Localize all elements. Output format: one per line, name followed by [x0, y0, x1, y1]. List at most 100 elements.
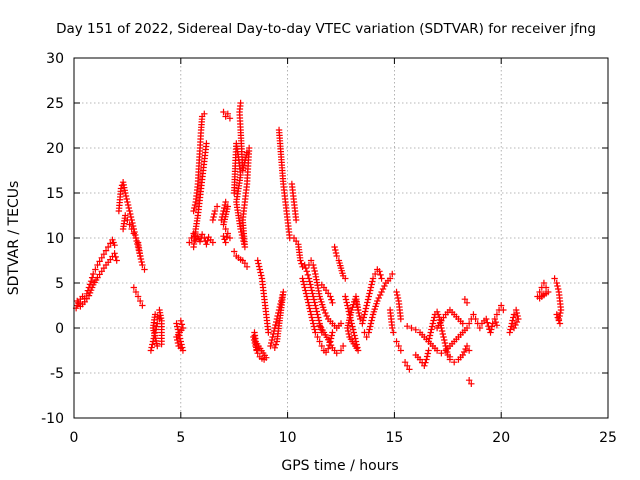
data-points — [72, 99, 565, 387]
data-point — [226, 115, 234, 122]
data-point — [174, 339, 182, 347]
data-point — [441, 339, 449, 347]
data-point — [302, 290, 310, 297]
data-point — [375, 294, 382, 302]
data-point — [178, 341, 185, 348]
data-point — [122, 192, 130, 200]
data-point — [332, 249, 340, 257]
series-arc-7 — [173, 317, 187, 354]
data-point — [132, 234, 140, 242]
data-point — [211, 207, 219, 215]
x-tick-label: 15 — [385, 430, 403, 446]
series-arc-12 — [218, 198, 234, 246]
data-point — [132, 231, 139, 239]
data-point — [124, 198, 131, 206]
data-point — [305, 299, 312, 306]
data-point — [134, 240, 141, 248]
data-point — [320, 306, 328, 314]
data-point — [128, 225, 135, 233]
data-point — [204, 237, 211, 244]
data-point — [307, 284, 315, 291]
data-point — [226, 234, 234, 242]
data-point — [258, 272, 265, 279]
data-point — [463, 342, 471, 350]
data-point — [463, 299, 471, 306]
data-point — [369, 314, 376, 321]
data-point — [440, 333, 447, 341]
data-point — [148, 344, 155, 351]
data-point — [484, 319, 491, 326]
x-tick-label: 10 — [279, 430, 297, 446]
data-point — [551, 275, 558, 282]
data-point — [333, 252, 340, 260]
data-point — [397, 315, 405, 323]
data-point — [329, 329, 336, 336]
data-point — [307, 308, 314, 315]
data-point — [176, 335, 184, 342]
data-point — [500, 306, 507, 314]
data-point — [220, 233, 227, 240]
data-point — [378, 275, 385, 282]
data-point — [350, 329, 358, 336]
data-point — [430, 317, 437, 324]
chart-title: Day 151 of 2022, Sidereal Day-to-day VTE… — [56, 21, 596, 37]
data-point — [186, 239, 193, 246]
data-point — [126, 207, 133, 215]
data-point — [424, 350, 432, 357]
data-point — [255, 260, 262, 267]
data-point — [211, 210, 218, 218]
data-point — [443, 345, 450, 353]
data-point — [312, 302, 319, 309]
data-point — [198, 231, 206, 238]
data-point — [459, 320, 466, 327]
data-point — [395, 342, 402, 350]
data-point — [393, 288, 400, 296]
data-point — [351, 332, 358, 339]
data-point — [557, 306, 565, 314]
data-point — [493, 311, 501, 318]
data-point — [356, 312, 363, 320]
data-point — [137, 255, 145, 263]
grid-lines — [74, 58, 608, 418]
data-point — [515, 315, 522, 323]
data-point — [314, 333, 321, 341]
x-tick-label: 5 — [176, 430, 185, 446]
data-point — [265, 329, 272, 336]
data-point — [554, 314, 562, 321]
data-point — [300, 281, 308, 288]
data-point — [87, 278, 95, 285]
data-point — [412, 326, 419, 333]
data-point — [333, 350, 340, 357]
series-arc-45 — [534, 279, 552, 302]
data-point — [179, 344, 186, 351]
series-arc-23 — [305, 257, 345, 332]
data-point — [111, 242, 118, 249]
data-point — [131, 228, 138, 236]
data-point — [345, 330, 353, 338]
data-point — [337, 320, 345, 327]
y-axis-label: SDTVAR / TECUs — [6, 181, 22, 296]
data-point — [222, 198, 229, 206]
data-point — [428, 323, 436, 330]
data-point — [175, 342, 182, 350]
data-point — [468, 380, 475, 387]
data-point — [389, 270, 396, 278]
data-point — [209, 239, 217, 246]
data-point — [366, 290, 373, 297]
data-point — [297, 257, 304, 264]
data-point — [139, 261, 146, 269]
data-point — [302, 287, 309, 294]
data-point — [323, 312, 330, 320]
data-point — [123, 195, 130, 203]
data-point — [506, 329, 513, 336]
data-point — [310, 323, 318, 330]
data-point — [421, 362, 428, 369]
data-point — [344, 327, 352, 335]
data-point — [307, 281, 314, 288]
data-point — [393, 338, 400, 345]
series-arc-38 — [446, 342, 473, 366]
data-point — [352, 297, 360, 305]
data-point — [220, 221, 227, 228]
data-point — [141, 266, 148, 273]
series-arc-46 — [551, 275, 565, 327]
